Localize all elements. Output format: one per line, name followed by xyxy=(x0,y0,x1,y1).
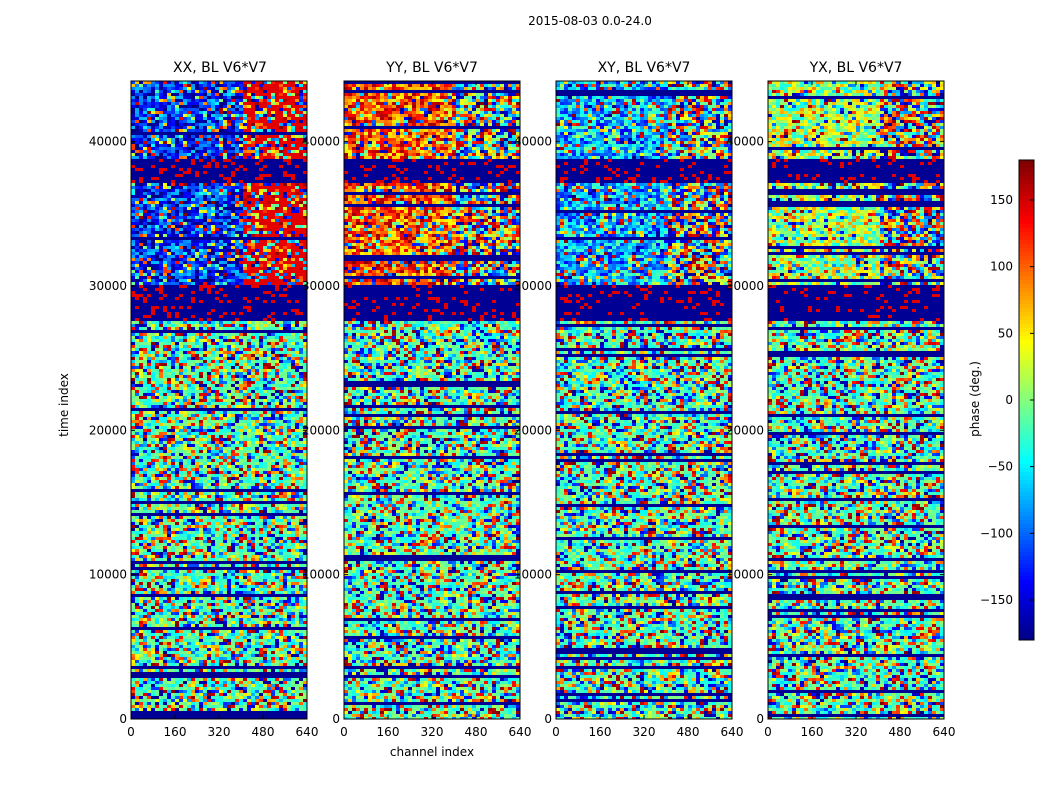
colorbar xyxy=(1019,160,1034,641)
y-tick-label-xy: 20000 xyxy=(514,423,552,437)
colorbar-tick-label: 0 xyxy=(1005,393,1013,407)
x-tick-label-xx: 0 xyxy=(127,725,135,739)
x-tick-label-yx: 640 xyxy=(933,725,956,739)
y-tick-label-xy: 10000 xyxy=(514,568,552,582)
y-tick-label-xx: 0 xyxy=(119,712,127,726)
x-tick-label-xy: 160 xyxy=(589,725,612,739)
x-tick-label-xy: 320 xyxy=(633,725,656,739)
y-tick-label-yx: 30000 xyxy=(726,279,764,293)
y-tick-label-xx: 10000 xyxy=(89,568,127,582)
x-tick-label-xx: 480 xyxy=(252,725,275,739)
x-tick-label-yy: 0 xyxy=(340,725,348,739)
x-tick-label-yx: 160 xyxy=(801,725,824,739)
y-tick-label-yy: 10000 xyxy=(302,568,340,582)
panel-title-yx: YX, BL V6*V7 xyxy=(767,60,945,76)
x-tick-label-xx: 320 xyxy=(208,725,231,739)
x-axis-label: channel index xyxy=(344,745,520,759)
colorbar-tick-label: −100 xyxy=(980,526,1013,540)
panel-title-yy: YY, BL V6*V7 xyxy=(343,60,521,76)
x-tick-label-yy: 480 xyxy=(465,725,488,739)
colorbar-tick-label: 150 xyxy=(990,193,1013,207)
y-tick-label-xy: 40000 xyxy=(514,135,552,149)
colorbar-tick-label: 100 xyxy=(990,260,1013,274)
x-tick-label-yx: 320 xyxy=(845,725,868,739)
heatmap-xx xyxy=(131,81,308,720)
y-tick-label-xx: 30000 xyxy=(89,279,127,293)
figure-suptitle: 2015-08-03 0.0-24.0 xyxy=(0,14,1050,28)
panel-title-xy: XY, BL V6*V7 xyxy=(555,60,733,76)
y-tick-label-xx: 20000 xyxy=(89,423,127,437)
panel-title-xx: XX, BL V6*V7 xyxy=(131,60,309,76)
y-tick-label-yy: 0 xyxy=(332,712,340,726)
y-tick-label-yx: 40000 xyxy=(726,135,764,149)
x-tick-label-yx: 480 xyxy=(889,725,912,739)
y-tick-label-yx: 20000 xyxy=(726,423,764,437)
x-tick-label-xx: 160 xyxy=(164,725,187,739)
heatmap-yy xyxy=(344,81,521,720)
y-tick-label-yy: 30000 xyxy=(302,279,340,293)
y-tick-label-yx: 10000 xyxy=(726,568,764,582)
colorbar-tick-label: −50 xyxy=(988,460,1013,474)
x-tick-label-yy: 320 xyxy=(421,725,444,739)
heatmap-xy xyxy=(556,81,733,720)
colorbar-tick-label: −150 xyxy=(980,593,1013,607)
x-tick-label-xy: 640 xyxy=(721,725,744,739)
x-tick-label-yy: 160 xyxy=(377,725,400,739)
colorbar-tick-label: 50 xyxy=(998,326,1013,340)
x-tick-label-xy: 0 xyxy=(552,725,560,739)
x-tick-label-xx: 640 xyxy=(296,725,319,739)
y-tick-label-xy: 0 xyxy=(544,712,552,726)
y-tick-label-yy: 20000 xyxy=(302,423,340,437)
x-tick-label-yy: 640 xyxy=(509,725,532,739)
y-tick-label-yy: 40000 xyxy=(302,135,340,149)
y-tick-label-yx: 0 xyxy=(756,712,764,726)
x-tick-label-xy: 480 xyxy=(677,725,700,739)
heatmap-yx xyxy=(768,81,945,720)
y-tick-label-xy: 30000 xyxy=(514,279,552,293)
x-tick-label-yx: 0 xyxy=(764,725,772,739)
y-tick-label-xx: 40000 xyxy=(89,135,127,149)
